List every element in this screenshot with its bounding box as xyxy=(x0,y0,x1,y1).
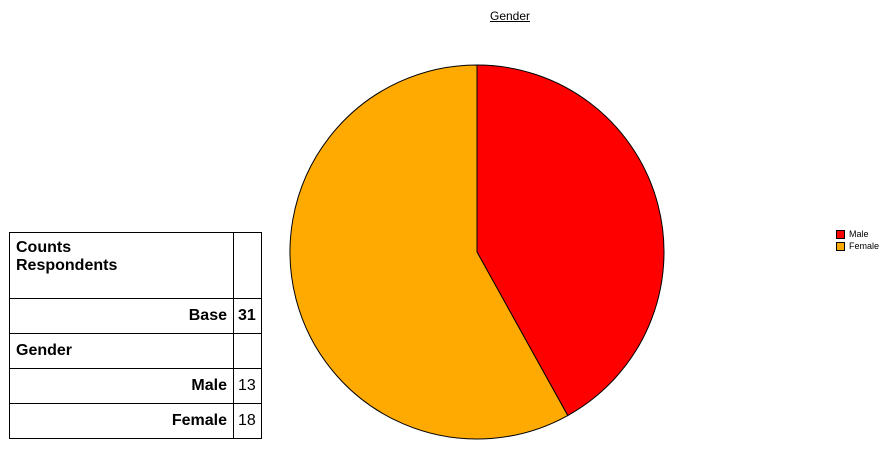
row-label-male: Male xyxy=(9,368,234,404)
crosstab-table: Counts Respondents Base 31 Gender Male 1… xyxy=(9,232,262,439)
table-row-female: Female 18 xyxy=(9,403,262,439)
pie-slice-male xyxy=(476,64,665,417)
legend-label-male: Male xyxy=(849,229,869,239)
section-label: Gender xyxy=(9,333,234,369)
table-header-row: Counts Respondents xyxy=(9,232,262,299)
row-label-female: Female xyxy=(9,403,234,439)
legend-swatch-male xyxy=(836,229,845,239)
section-value-cell xyxy=(233,333,262,369)
base-label: Base xyxy=(9,298,234,334)
legend: Male Female xyxy=(836,228,879,252)
row-value-female: 18 xyxy=(233,403,262,439)
chart-title: Gender xyxy=(489,9,531,23)
legend-item-male: Male xyxy=(836,228,879,240)
table-row-section: Gender xyxy=(9,333,262,369)
table-row-base: Base 31 xyxy=(9,298,262,334)
table-header-value-cell xyxy=(233,232,262,299)
pie-slice-female xyxy=(289,64,569,440)
base-value: 31 xyxy=(233,298,262,334)
table-row-male: Male 13 xyxy=(9,368,262,404)
legend-item-female: Female xyxy=(836,240,879,252)
legend-swatch-female xyxy=(836,241,845,251)
legend-label-female: Female xyxy=(849,241,880,251)
header-counts: Counts xyxy=(16,239,72,256)
header-respondents: Respondents xyxy=(16,257,118,274)
table-header-cell: Counts Respondents xyxy=(9,232,234,299)
row-value-male: 13 xyxy=(233,368,262,404)
